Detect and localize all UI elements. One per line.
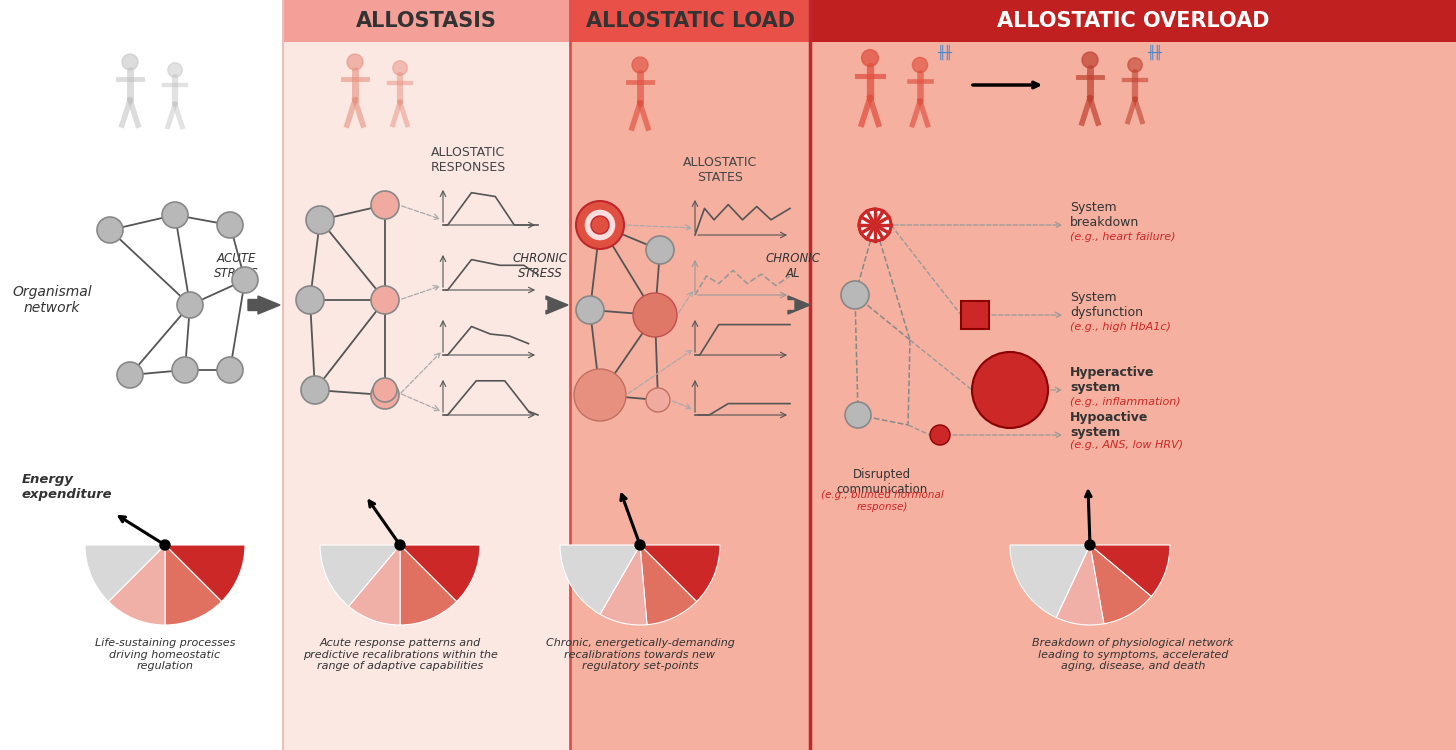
Circle shape	[591, 216, 609, 234]
Text: CHRONIC
AL: CHRONIC AL	[766, 252, 821, 280]
Circle shape	[577, 201, 625, 249]
Circle shape	[306, 206, 333, 234]
Wedge shape	[1010, 545, 1091, 617]
Text: CHRONIC
STRESS: CHRONIC STRESS	[513, 252, 568, 280]
Ellipse shape	[913, 58, 927, 73]
Text: ALLOSTASIS: ALLOSTASIS	[357, 11, 496, 31]
Bar	[810, 0, 1456, 42]
Bar	[569, 0, 810, 42]
Wedge shape	[108, 545, 165, 625]
Wedge shape	[1091, 545, 1152, 624]
Text: ╫╫: ╫╫	[1147, 44, 1162, 60]
Wedge shape	[165, 545, 221, 625]
Wedge shape	[561, 545, 641, 614]
Circle shape	[646, 388, 670, 412]
Circle shape	[371, 381, 399, 409]
Circle shape	[296, 286, 325, 314]
Circle shape	[842, 281, 869, 309]
Text: ALLOSTATIC OVERLOAD: ALLOSTATIC OVERLOAD	[997, 11, 1270, 31]
FancyArrow shape	[248, 296, 280, 314]
Wedge shape	[400, 545, 457, 625]
Text: Disrupted
communication: Disrupted communication	[836, 468, 927, 496]
Circle shape	[232, 267, 258, 293]
Wedge shape	[320, 545, 400, 606]
Text: (e.g., high HbA1c): (e.g., high HbA1c)	[1070, 322, 1171, 332]
Circle shape	[301, 376, 329, 404]
Text: Breakdown of physiological network
leading to symptoms, accelerated
aging, disea: Breakdown of physiological network leadi…	[1032, 638, 1233, 671]
Text: Hyperactive
system: Hyperactive system	[1070, 366, 1155, 394]
Text: (e.g., ANS, low HRV): (e.g., ANS, low HRV)	[1070, 440, 1184, 450]
Bar	[282, 0, 569, 42]
Wedge shape	[641, 545, 696, 625]
Circle shape	[373, 378, 397, 402]
Circle shape	[178, 292, 202, 318]
Wedge shape	[600, 545, 646, 625]
Circle shape	[371, 286, 399, 314]
Text: System
breakdown: System breakdown	[1070, 201, 1139, 229]
Wedge shape	[400, 545, 480, 602]
Circle shape	[633, 293, 677, 337]
Bar	[282, 0, 569, 750]
Ellipse shape	[122, 54, 138, 70]
Circle shape	[1085, 540, 1095, 550]
Bar	[961, 301, 989, 329]
Circle shape	[98, 217, 122, 243]
Text: ALLOSTATIC
STATES: ALLOSTATIC STATES	[683, 156, 757, 184]
Wedge shape	[84, 545, 165, 602]
Ellipse shape	[632, 57, 648, 73]
Circle shape	[172, 357, 198, 383]
Text: Organismal
network: Organismal network	[12, 285, 92, 315]
Ellipse shape	[167, 63, 182, 77]
Text: (e.g., heart failure): (e.g., heart failure)	[1070, 232, 1175, 242]
Circle shape	[162, 202, 188, 228]
Circle shape	[371, 191, 399, 219]
Text: System
dysfunction: System dysfunction	[1070, 291, 1143, 319]
Text: Acute response patterns and
predictive recalibrations within the
range of adapti: Acute response patterns and predictive r…	[303, 638, 498, 671]
Text: ALLOSTATIC LOAD: ALLOSTATIC LOAD	[585, 11, 795, 31]
Ellipse shape	[1128, 58, 1142, 72]
Circle shape	[574, 369, 626, 421]
Wedge shape	[165, 545, 245, 602]
Wedge shape	[641, 545, 721, 602]
Ellipse shape	[862, 50, 878, 67]
Circle shape	[217, 357, 243, 383]
Circle shape	[160, 540, 170, 550]
Text: Energy
expenditure: Energy expenditure	[22, 473, 112, 501]
Circle shape	[584, 209, 616, 241]
Bar	[569, 0, 810, 750]
Text: ALLOSTATIC
RESPONSES: ALLOSTATIC RESPONSES	[431, 146, 505, 174]
Wedge shape	[348, 545, 400, 625]
Circle shape	[635, 540, 645, 550]
Circle shape	[395, 540, 405, 550]
Text: Hypoactive
system: Hypoactive system	[1070, 411, 1149, 439]
Circle shape	[646, 236, 674, 264]
Text: Chronic, energetically-demanding
recalibrations towards new
regulatory set-point: Chronic, energetically-demanding recalib…	[546, 638, 734, 671]
FancyArrow shape	[546, 296, 568, 314]
Text: ╫╫: ╫╫	[938, 44, 952, 60]
Text: Life-sustaining processes
driving homeostatic
regulation: Life-sustaining processes driving homeos…	[95, 638, 236, 671]
Wedge shape	[1056, 545, 1104, 625]
Circle shape	[973, 352, 1048, 428]
Wedge shape	[1091, 545, 1171, 596]
Circle shape	[116, 362, 143, 388]
Ellipse shape	[347, 54, 363, 70]
Ellipse shape	[1082, 52, 1098, 68]
Bar	[810, 0, 1456, 750]
Circle shape	[217, 212, 243, 238]
Circle shape	[577, 296, 604, 324]
Ellipse shape	[393, 61, 408, 75]
Text: (e.g., inflammation): (e.g., inflammation)	[1070, 397, 1181, 407]
Circle shape	[844, 402, 871, 428]
Text: ACUTE
STRESS: ACUTE STRESS	[214, 252, 258, 280]
Circle shape	[930, 425, 949, 445]
Text: (e.g., blunted hormonal
response): (e.g., blunted hormonal response)	[821, 490, 943, 512]
Circle shape	[859, 209, 891, 241]
FancyArrow shape	[788, 296, 810, 314]
